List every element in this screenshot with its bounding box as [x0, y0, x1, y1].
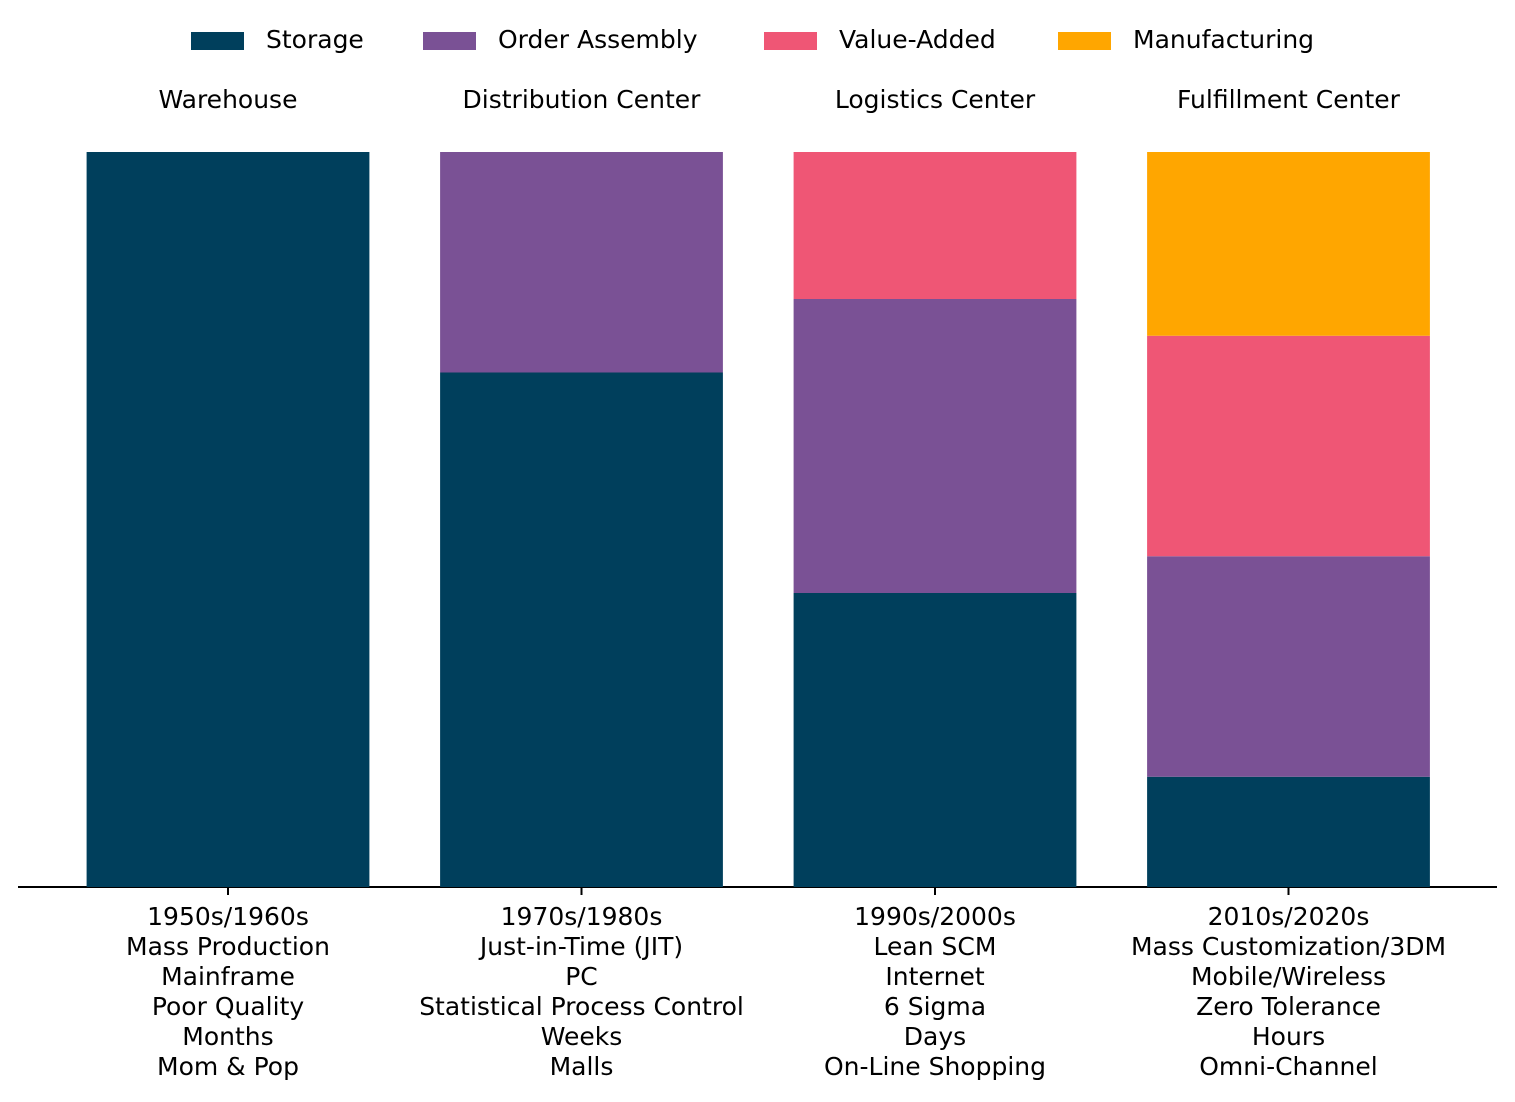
x-tick-label: Mass Customization/3DM	[1131, 932, 1446, 961]
x-tick-label: Mass Production	[126, 932, 330, 961]
x-tick-label: Hours	[1252, 1022, 1325, 1051]
x-tick-label: 1950s/1960s	[147, 902, 309, 931]
x-tick-label: Zero Tolerance	[1196, 992, 1381, 1021]
legend-label: Value-Added	[839, 25, 996, 54]
legend-label: Order Assembly	[498, 25, 698, 54]
bar-segment	[793, 152, 1077, 299]
legend-swatch	[423, 32, 476, 50]
x-tick-label: Mainframe	[161, 962, 295, 991]
bar-title: Warehouse	[159, 85, 298, 114]
x-tick-label: PC	[565, 962, 598, 991]
x-tick-label: Omni-Channel	[1199, 1052, 1377, 1081]
legend-swatch	[191, 32, 244, 50]
bar-segment	[1147, 776, 1430, 887]
x-tick-label: Malls	[550, 1052, 614, 1081]
bar-segment	[86, 152, 370, 887]
x-tick-label: Weeks	[541, 1022, 623, 1051]
x-tick-label: Lean SCM	[874, 932, 997, 961]
bar-segment	[440, 152, 723, 373]
bar-segment	[440, 372, 723, 887]
legend-swatch	[1058, 32, 1111, 50]
bar-title: Fulfillment Center	[1177, 85, 1401, 114]
bar-segment	[1147, 335, 1430, 557]
x-tick-label: On-Line Shopping	[824, 1052, 1046, 1081]
x-tick-label: 1990s/2000s	[854, 902, 1016, 931]
bar-segment	[1147, 556, 1430, 777]
legend-label: Storage	[266, 25, 364, 54]
legend-label: Manufacturing	[1133, 25, 1314, 54]
x-tick-label: Poor Quality	[152, 992, 305, 1021]
x-tick-label: Mom & Pop	[157, 1052, 299, 1081]
x-tick-label: Statistical Process Control	[419, 992, 744, 1021]
bar-title: Logistics Center	[835, 85, 1036, 114]
bar-segment	[793, 593, 1077, 887]
x-tick-label: Just-in-Time (JIT)	[478, 932, 683, 961]
bar-segment	[793, 299, 1077, 593]
x-tick-label: Mobile/Wireless	[1191, 962, 1386, 991]
legend-swatch	[764, 32, 817, 50]
x-tick-label: Months	[182, 1022, 273, 1051]
x-tick-label: Days	[904, 1022, 966, 1051]
x-tick-label: Internet	[885, 962, 984, 991]
bar-segment	[1147, 152, 1430, 336]
x-tick-label: 1970s/1980s	[501, 902, 663, 931]
bar-title: Distribution Center	[463, 85, 702, 114]
x-tick-label: 2010s/2020s	[1208, 902, 1370, 931]
x-tick-label: 6 Sigma	[884, 992, 986, 1021]
